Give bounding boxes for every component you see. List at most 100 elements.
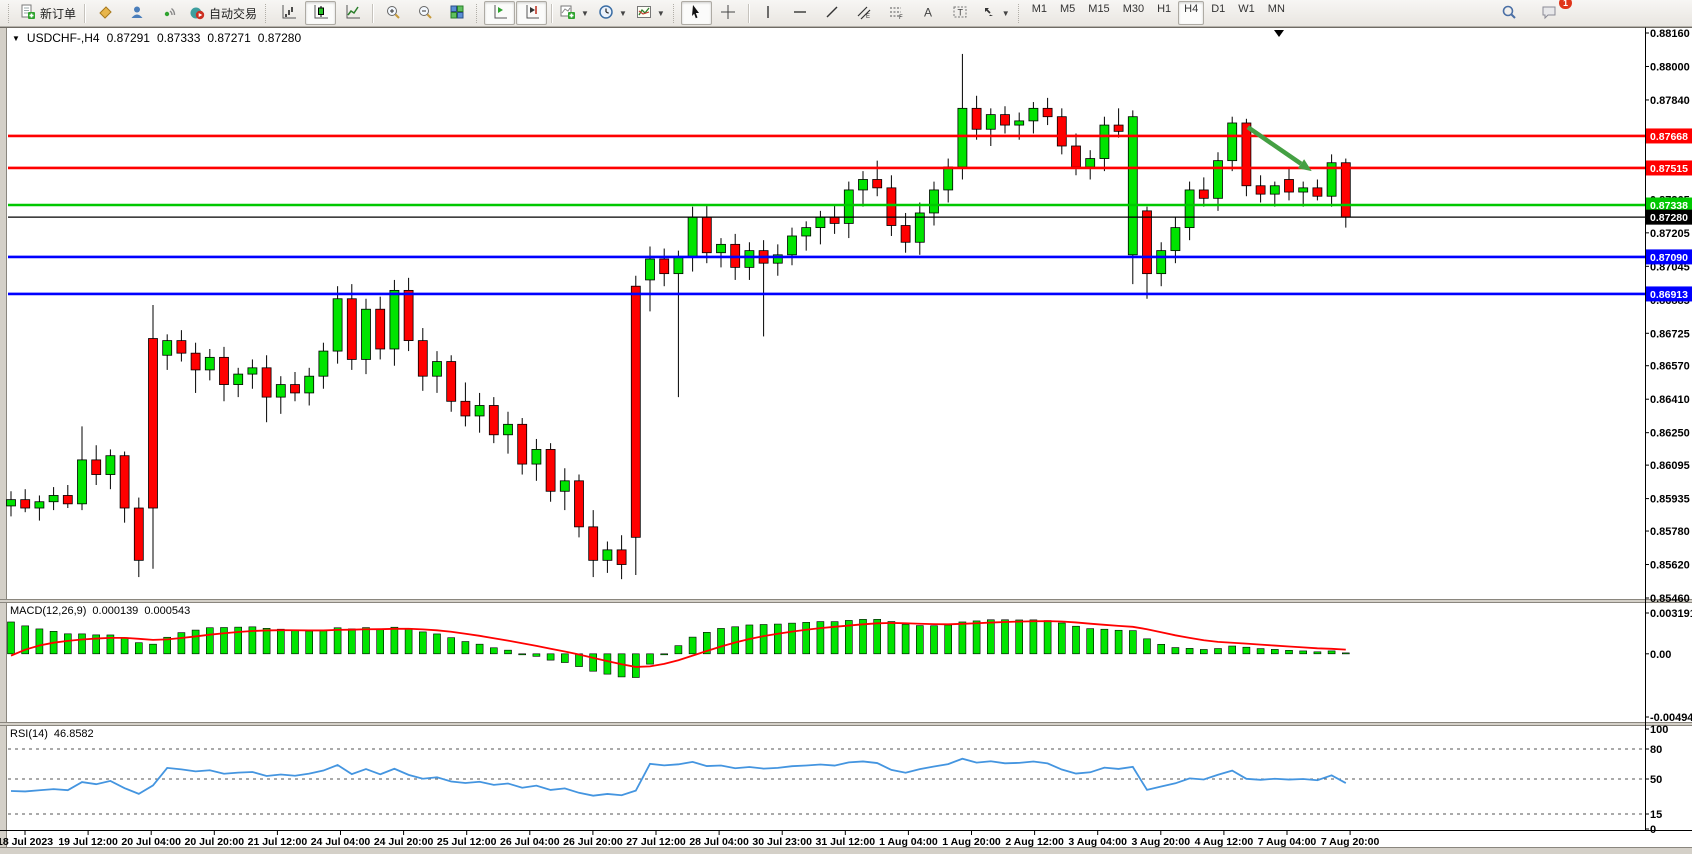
x-axis-label: 24 Jul 04:00	[311, 836, 371, 848]
macd-bar	[447, 637, 456, 655]
indicators-button[interactable]: ▼	[556, 1, 593, 25]
macd-bar	[1100, 628, 1109, 655]
profile-button[interactable]	[121, 1, 152, 25]
svg-text:0.86570: 0.86570	[1650, 361, 1690, 373]
candle	[971, 95, 982, 140]
timeframe-h1[interactable]: H1	[1157, 3, 1172, 15]
vertical-line-button[interactable]	[753, 1, 784, 25]
new-order-button[interactable]: 新订单	[16, 1, 80, 25]
search-button[interactable]	[1493, 1, 1524, 25]
macd-bar	[788, 622, 796, 655]
candle	[1113, 108, 1124, 138]
bar-chart-button[interactable]	[273, 1, 304, 25]
horizontal-line[interactable]: 0.87668	[8, 128, 1692, 144]
candle	[1127, 110, 1138, 285]
text-label-icon: T	[952, 4, 968, 23]
chart-shift-button[interactable]	[484, 1, 516, 25]
timeframe-m30[interactable]: M30	[1122, 3, 1145, 15]
text-button[interactable]: A	[913, 1, 944, 25]
auto-trading-button[interactable]: 自动交易	[185, 1, 261, 25]
candle	[204, 348, 215, 381]
candle	[361, 298, 371, 375]
zoom-in-button[interactable]	[377, 1, 408, 25]
macd-bar	[206, 627, 214, 655]
candle	[48, 487, 59, 511]
line-chart-button[interactable]	[337, 1, 368, 25]
auto-trading-label: 自动交易	[209, 6, 258, 21]
candlestick-chart-icon	[313, 4, 329, 23]
signals-button[interactable]	[153, 1, 184, 25]
trendline-button[interactable]	[817, 1, 848, 25]
x-axis-label: 28 Jul 04:00	[689, 836, 749, 848]
macd-bar	[1327, 650, 1336, 655]
timeframe-w1[interactable]: W1	[1238, 3, 1255, 15]
horizontal-line-button[interactable]	[785, 1, 816, 25]
cursor-button[interactable]	[680, 1, 712, 25]
macd-bar	[1342, 652, 1350, 655]
arrows-icon	[981, 4, 997, 23]
x-axis-label: 26 Jul 20:00	[563, 836, 623, 848]
timeframe-m15[interactable]: M15	[1088, 3, 1110, 15]
candle	[247, 359, 258, 389]
zoom-out-button[interactable]	[409, 1, 440, 25]
clock-icon	[598, 4, 614, 23]
candle	[716, 238, 726, 268]
horizontal-line[interactable]: 0.86913	[8, 286, 1692, 302]
text-label-button[interactable]: T	[945, 1, 976, 25]
timeframe-mn[interactable]: MN	[1267, 3, 1285, 15]
periods-button[interactable]: ▼	[594, 1, 631, 25]
new-order-label: 新订单	[40, 6, 77, 21]
timeframe-h4[interactable]: H4	[1178, 1, 1205, 25]
candlestick-chart-button[interactable]	[305, 1, 337, 25]
macd-bar	[1143, 638, 1151, 655]
macd-bar	[177, 632, 186, 655]
macd-bar	[1299, 650, 1307, 655]
timeframe-d1[interactable]: D1	[1211, 3, 1226, 15]
auto-scroll-button[interactable]	[516, 1, 548, 25]
candle	[630, 275, 641, 575]
candle	[417, 328, 428, 391]
candle	[1028, 102, 1039, 134]
macd-bar	[1185, 648, 1194, 655]
horizontal-line[interactable]: 0.87515	[8, 160, 1692, 176]
chart-shift-marker[interactable]	[1274, 30, 1284, 37]
candle	[588, 510, 599, 578]
timeframe-m5[interactable]: M5	[1060, 3, 1076, 15]
candle	[275, 376, 286, 414]
trend-arrow[interactable]	[1246, 125, 1312, 172]
macd-bar	[844, 620, 853, 655]
x-axis-label: 1 Aug 20:00	[942, 836, 1001, 848]
tile-windows-button[interactable]	[441, 1, 472, 25]
candle	[602, 541, 613, 573]
fibonacci-button[interactable]: F	[881, 1, 912, 25]
x-axis-label: 4 Aug 12:00	[1195, 836, 1254, 848]
equidistant-channel-button[interactable]: E	[849, 1, 880, 25]
svg-text:80: 80	[1650, 744, 1662, 756]
timeframe-m1[interactable]: M1	[1031, 3, 1047, 15]
horizontal-line[interactable]: 0.87090	[8, 249, 1692, 265]
candle	[744, 242, 755, 280]
candle	[261, 355, 272, 423]
candle	[133, 497, 144, 578]
horizontal-line[interactable]: 0.87338	[8, 197, 1692, 213]
notifications-button[interactable]: 1	[1534, 0, 1572, 25]
candle	[545, 443, 556, 502]
macd-bar	[120, 637, 129, 655]
macd-bar	[248, 626, 257, 655]
gold-diamond-button[interactable]	[89, 1, 120, 25]
macd-bar	[433, 633, 441, 655]
templates-button[interactable]: ▼	[632, 1, 669, 25]
macd-bar	[1157, 643, 1165, 655]
candle	[91, 445, 102, 485]
candle	[6, 491, 16, 517]
arrows-button[interactable]: ▼	[977, 1, 1014, 25]
candle	[531, 438, 542, 481]
x-axis-label: 31 Jul 12:00	[816, 836, 876, 848]
chat-bubble-icon	[1541, 4, 1558, 23]
crosshair-button[interactable]	[713, 1, 744, 25]
macd-bar	[915, 625, 924, 655]
toolbar-separator	[372, 3, 374, 23]
x-axis-label: 24 Jul 20:00	[374, 836, 434, 848]
